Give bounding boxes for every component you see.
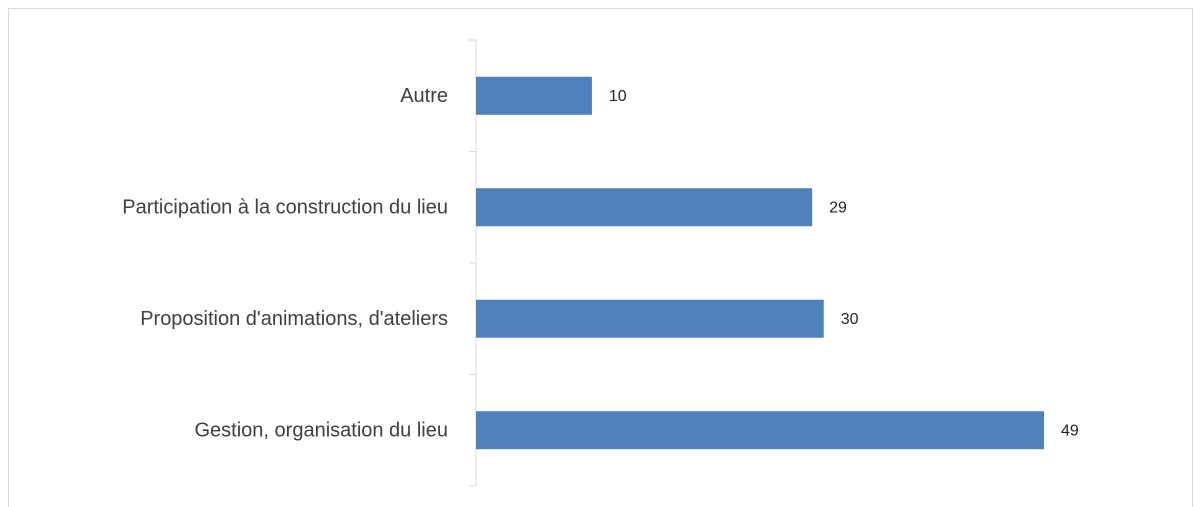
data-label: 10: [609, 88, 627, 105]
data-label: 30: [841, 311, 859, 328]
bar: [476, 188, 813, 227]
data-label: 49: [1061, 422, 1079, 439]
y-tick-label: Autre: [400, 85, 448, 107]
y-tick-label: Gestion, organisation du lieu: [195, 420, 449, 442]
chart-border: [8, 8, 1193, 507]
bar: [476, 411, 1044, 450]
bar: [476, 76, 592, 115]
bar: [476, 299, 824, 338]
y-tick-label: Proposition d'animations, d'ateliers: [140, 308, 448, 330]
data-label: 29: [829, 199, 847, 216]
y-tick-label: Participation à la construction du lieu: [122, 197, 448, 219]
